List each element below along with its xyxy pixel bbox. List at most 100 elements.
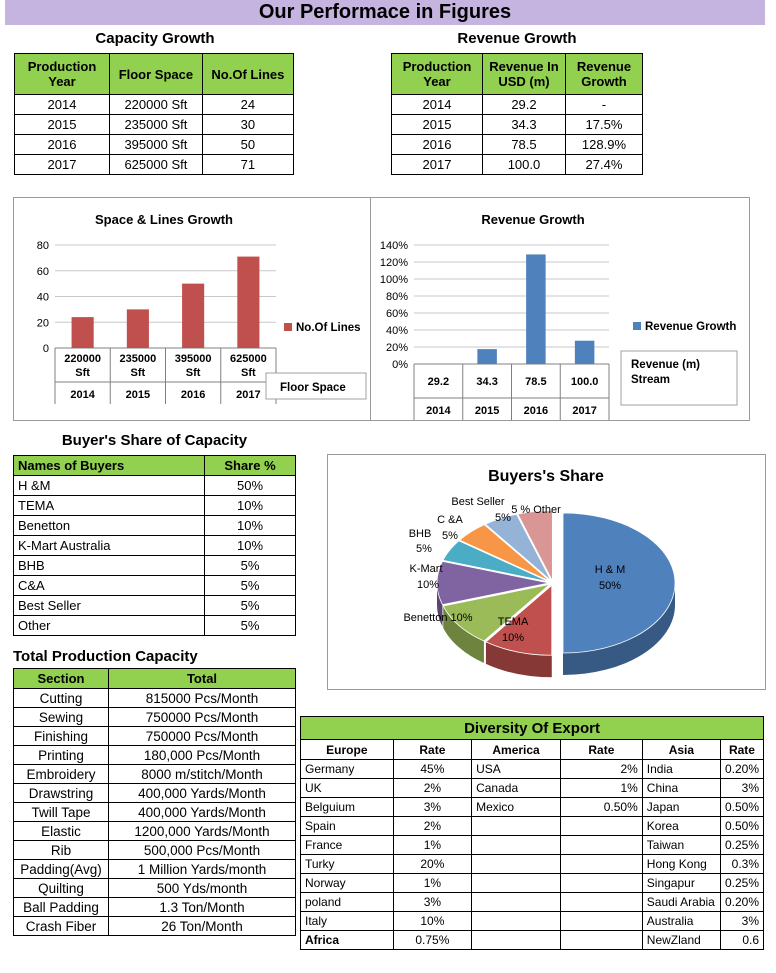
x-category-label: 395000 xyxy=(175,353,212,365)
table-cell: 1200,000 Yards/Month xyxy=(108,821,296,841)
space-lines-chart-svg: Space & Lines Growth 0 20 40 60 80 220000 Sft 20… xyxy=(37,212,367,404)
table-row: Elastic 1200,000 Yards/Month xyxy=(13,821,296,841)
table-cell: 5% xyxy=(204,615,296,636)
table-cell: 220000 Sft xyxy=(109,94,203,115)
table-cell: India xyxy=(641,759,721,779)
pie-percent: 5% xyxy=(442,530,458,542)
table-row: Rib 500,000 Pcs/Month xyxy=(13,840,296,860)
table-cell: 2015 xyxy=(14,114,110,135)
legend-swatch xyxy=(284,323,292,331)
table-cell: 0.20% xyxy=(719,759,765,779)
y-tick-label: 20% xyxy=(386,342,408,354)
export-table: Diversity Of Export Europe Rate America … xyxy=(300,716,765,950)
pie-percent: 10% xyxy=(502,632,524,644)
table-cell: Rib xyxy=(13,840,109,860)
table-cell: Saudi Arabia xyxy=(641,892,721,912)
x-category-label: Sft xyxy=(241,367,256,379)
table-cell: 400,000 Yards/Month xyxy=(108,802,296,822)
table-cell: Australia xyxy=(641,911,721,931)
table-cell: Cutting xyxy=(13,688,109,708)
table-cell: 0.75% xyxy=(392,930,473,950)
table-cell: 1.3 Ton/Month xyxy=(108,897,296,917)
pie-label: Benetton 10% xyxy=(403,612,472,624)
table-cell: 100.0 xyxy=(482,154,566,175)
table-cell: Twill Tape xyxy=(13,802,109,822)
table-cell: Japan xyxy=(641,797,721,817)
axis-label-text: Floor Space xyxy=(280,382,346,394)
table-row: Twill Tape 400,000 Yards/Month xyxy=(13,802,296,822)
bar xyxy=(574,340,595,364)
table-row: 2016 395000 Sft 50 xyxy=(14,134,295,155)
table-cell: 2015 xyxy=(391,114,483,135)
y-tick-label: 0 xyxy=(43,343,49,355)
table-row: Norway 1% Singapur 0.25% xyxy=(300,873,765,893)
pie-label: K-Mart xyxy=(410,563,443,575)
table-cell: TEMA xyxy=(13,495,205,516)
table-cell: 30 xyxy=(201,114,295,135)
table-cell: Other xyxy=(13,615,205,636)
x-category-label: 220000 xyxy=(64,353,101,365)
table-cell: Crash Fiber xyxy=(13,916,109,936)
production-title: Total Production Capacity xyxy=(13,648,198,665)
production-table: Section Total Cutting 815000 Pcs/Month Sew… xyxy=(13,668,296,936)
table-cell: 500 Yds/month xyxy=(108,878,296,898)
table-cell xyxy=(471,911,562,931)
table-cell: 0.50% xyxy=(560,797,643,817)
y-tick-label: 140% xyxy=(380,240,408,252)
table-row: Best Seller 5% xyxy=(13,595,296,616)
table-cell: 625000 Sft xyxy=(109,154,203,175)
table-cell: 50 xyxy=(201,134,295,155)
table-cell: 0.25% xyxy=(719,835,765,855)
revenue-growth-chart: Revenue Growth 0% 20% 40% 60% 80% 100% 120% 140%… xyxy=(370,197,750,421)
axis-label-text: Stream xyxy=(631,374,670,386)
table-row: Drawstring 400,000 Yards/Month xyxy=(13,783,296,803)
pie-label: Best Seller xyxy=(451,496,505,508)
table-row: H &M 50% xyxy=(13,475,296,496)
table-cell: K-Mart Australia xyxy=(13,535,205,556)
x-category-label: 78.5 xyxy=(525,376,546,388)
table-row: Benetton 10% xyxy=(13,515,296,536)
x-year-label: 2017 xyxy=(236,389,260,401)
table-cell: 50% xyxy=(204,475,296,496)
table-cell: Singapur xyxy=(641,873,721,893)
export-title: Diversity Of Export xyxy=(300,716,764,740)
y-tick-label: 60 xyxy=(37,266,49,278)
cap-header-lines: No.Of Lines xyxy=(201,53,295,95)
bar xyxy=(71,317,94,348)
table-cell: 10% xyxy=(204,495,296,516)
buyers-share-pie: Buyers's Share H & M 50% TEMA 10% Benetton 10… xyxy=(327,454,766,690)
table-cell: 27.4% xyxy=(564,154,644,175)
table-cell xyxy=(471,835,562,855)
table-cell: 395000 Sft xyxy=(109,134,203,155)
bar xyxy=(477,349,497,364)
legend-label: Revenue Growth xyxy=(645,321,736,333)
table-cell: 500,000 Pcs/Month xyxy=(108,840,296,860)
table-cell: Ball Padding xyxy=(13,897,109,917)
table-cell xyxy=(560,873,643,893)
buyers-table: Names of Buyers Share % H &M 50% TEMA 10% Be… xyxy=(13,455,296,636)
table-cell: 3% xyxy=(392,892,473,912)
pie-slice xyxy=(485,584,553,656)
table-row: Belguium 3% Mexico 0.50% Japan 0.50% xyxy=(300,797,765,817)
table-row: Africa 0.75% NewZland 0.6 xyxy=(300,930,765,950)
table-cell: 29.2 xyxy=(482,94,566,115)
pie-label: H & M xyxy=(595,564,626,576)
table-row: Other 5% xyxy=(13,615,296,636)
table-cell: 2% xyxy=(560,759,643,779)
table-cell: Italy xyxy=(300,911,394,931)
table-row: Finishing 750000 Pcs/Month xyxy=(13,726,296,746)
table-cell: France xyxy=(300,835,394,855)
table-row: Italy 10% Australia 3% xyxy=(300,911,765,931)
table-cell xyxy=(471,892,562,912)
table-cell: 3% xyxy=(719,911,765,931)
table-cell: 0.20% xyxy=(719,892,765,912)
x-year-label: 2015 xyxy=(475,405,499,417)
table-cell: Africa xyxy=(300,930,394,950)
table-row: UK 2% Canada 1% China 3% xyxy=(300,778,765,798)
table-cell: Best Seller xyxy=(13,595,205,616)
table-cell: Korea xyxy=(641,816,721,836)
table-cell: Sewing xyxy=(13,707,109,727)
y-tick-label: 40% xyxy=(386,325,408,337)
pie-label: C &A xyxy=(437,514,463,526)
prod-header-total: Total xyxy=(108,668,296,689)
